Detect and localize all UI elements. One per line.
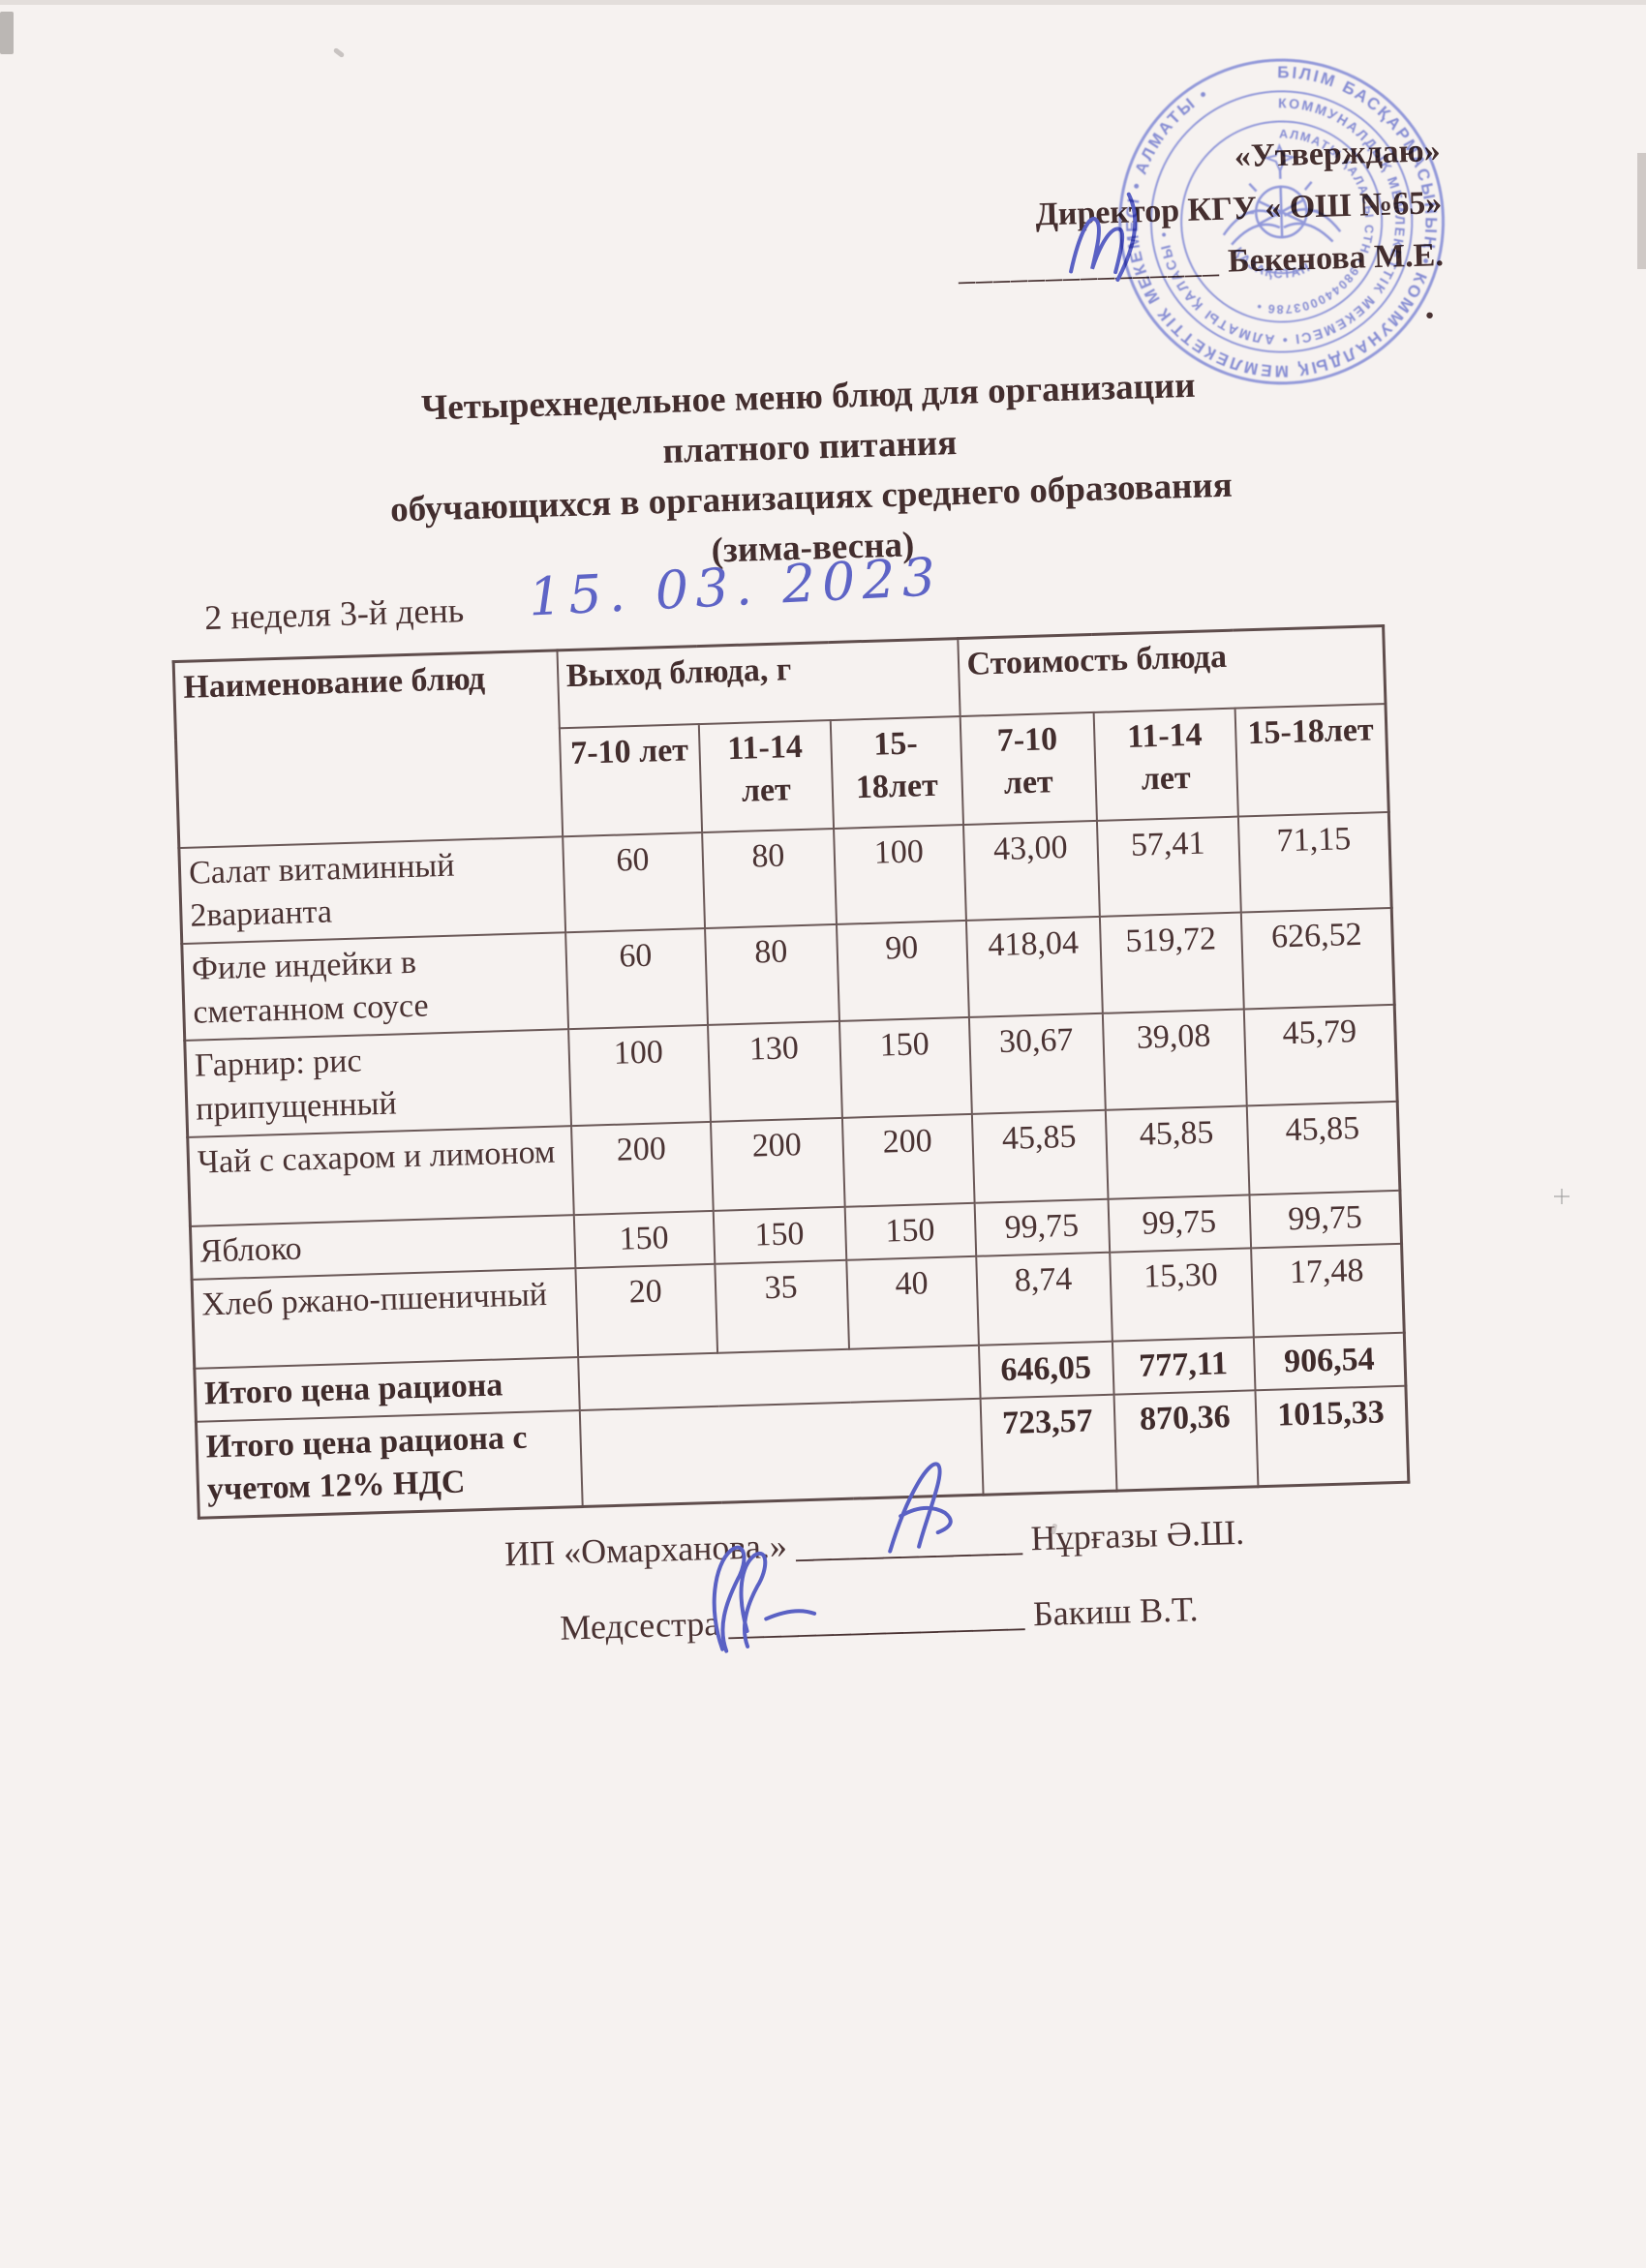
nurse-name: Бакиш В.Т. [1032, 1589, 1199, 1633]
weight-cell: 60 [565, 928, 708, 1029]
price-cell: 99,75 [1249, 1191, 1402, 1248]
price-cell: 17,48 [1251, 1243, 1405, 1337]
price-cell: 15,30 [1110, 1248, 1254, 1341]
price-cell: 39,08 [1102, 1010, 1246, 1110]
total-label-cell: Итого цена рациона с учетом 12% НДС [196, 1410, 582, 1519]
weight-cell: 100 [834, 825, 966, 925]
weight-cell: 80 [702, 828, 837, 928]
age-header: 7-10 лет [559, 724, 701, 836]
nurse-sign-line: _________________ [728, 1595, 1025, 1643]
price-cell: 57,41 [1096, 816, 1240, 917]
supplier-name: Нұрғазы Ә.Ш. [1030, 1513, 1245, 1558]
weight-cell: 20 [575, 1263, 717, 1356]
total-price-cell: 870,36 [1113, 1390, 1258, 1492]
age-header: 15-18лет [1234, 704, 1388, 817]
dish-name-cell: Салат витаминный 2варианта [179, 836, 565, 944]
approval-name: Бекенова М.Е. [1228, 237, 1445, 280]
weight-cell: 130 [708, 1021, 842, 1122]
supplier-prefix: ИП «Омарханова.» [504, 1527, 788, 1574]
weight-cell: 150 [713, 1207, 846, 1264]
price-cell: 45,85 [971, 1110, 1108, 1203]
age-header: 15-18лет [830, 716, 962, 829]
price-cell: 71,15 [1237, 811, 1391, 912]
supplier-sign-line: _____________ [795, 1520, 1022, 1565]
price-cell: 99,75 [974, 1199, 1110, 1256]
dish-name-cell: Гарнир: рис припущенный [185, 1029, 571, 1136]
age-header: 11-14 лет [698, 720, 833, 832]
total-price-cell: 723,57 [980, 1394, 1116, 1495]
price-cell: 519,72 [1099, 913, 1243, 1013]
week-day-label: 2 неделя 3-й день [204, 590, 465, 638]
total-price-cell: 1015,33 [1255, 1385, 1409, 1487]
scan-edge-strip [1637, 153, 1646, 269]
supplier-signature-row: ИП «Омарханова.» _____________ Нұрғазы Ә… [504, 1512, 1245, 1575]
weight-cell: 150 [573, 1211, 715, 1268]
menu-table: Наименование блюд Выход блюда, г Стоимос… [172, 624, 1411, 1520]
approval-block: «Утверждаю» Директор КГУ « ОШ №65» _____… [955, 125, 1445, 296]
age-header: 7-10 лет [960, 711, 1096, 824]
total-price-cell: 906,54 [1253, 1332, 1406, 1389]
dish-name-cell: Филе индейки в сметанном соусе [182, 933, 568, 1041]
weight-cell: 150 [838, 1017, 971, 1118]
price-cell: 626,52 [1240, 908, 1394, 1009]
price-cell: 30,67 [968, 1013, 1105, 1114]
header-dish-name: Наименование блюд [173, 650, 563, 848]
weight-cell: 150 [844, 1203, 976, 1260]
header-cost: Стоимость блюда [958, 626, 1386, 716]
weight-cell: 200 [710, 1118, 844, 1211]
total-price-cell: 777,11 [1112, 1337, 1255, 1394]
price-cell: 45,85 [1246, 1102, 1400, 1195]
weight-cell: 80 [705, 924, 839, 1025]
price-cell: 8,74 [976, 1252, 1113, 1345]
price-cell: 418,04 [965, 917, 1102, 1017]
dish-name-cell: Хлеб ржано-пшеничный [192, 1268, 578, 1369]
weight-cell: 100 [568, 1025, 711, 1126]
weight-cell: 200 [841, 1114, 974, 1207]
weight-cell: 200 [571, 1122, 714, 1215]
price-cell: 43,00 [962, 820, 1099, 921]
total-price-cell: 646,05 [978, 1341, 1113, 1398]
age-header: 11-14 лет [1093, 708, 1237, 820]
weight-cell: 90 [837, 921, 969, 1021]
nurse-prefix: Медсестра [560, 1604, 720, 1648]
dish-name-cell: Чай с сахаром и лимоном [188, 1126, 574, 1226]
weight-cell: 40 [846, 1255, 979, 1348]
weight-cell: 60 [563, 832, 705, 933]
price-cell: 99,75 [1108, 1194, 1251, 1252]
weight-cell: 35 [715, 1259, 849, 1352]
nurse-signature-row: Медсестра _________________ Бакиш В.Т. [560, 1588, 1199, 1648]
signature-underline: _______________ [958, 244, 1220, 287]
price-cell: 45,85 [1105, 1105, 1249, 1198]
empty-cell [579, 1398, 983, 1506]
approval-dot: . [1424, 282, 1435, 327]
header-output: Выход блюда, г [557, 639, 960, 728]
price-cell: 45,79 [1243, 1005, 1397, 1105]
